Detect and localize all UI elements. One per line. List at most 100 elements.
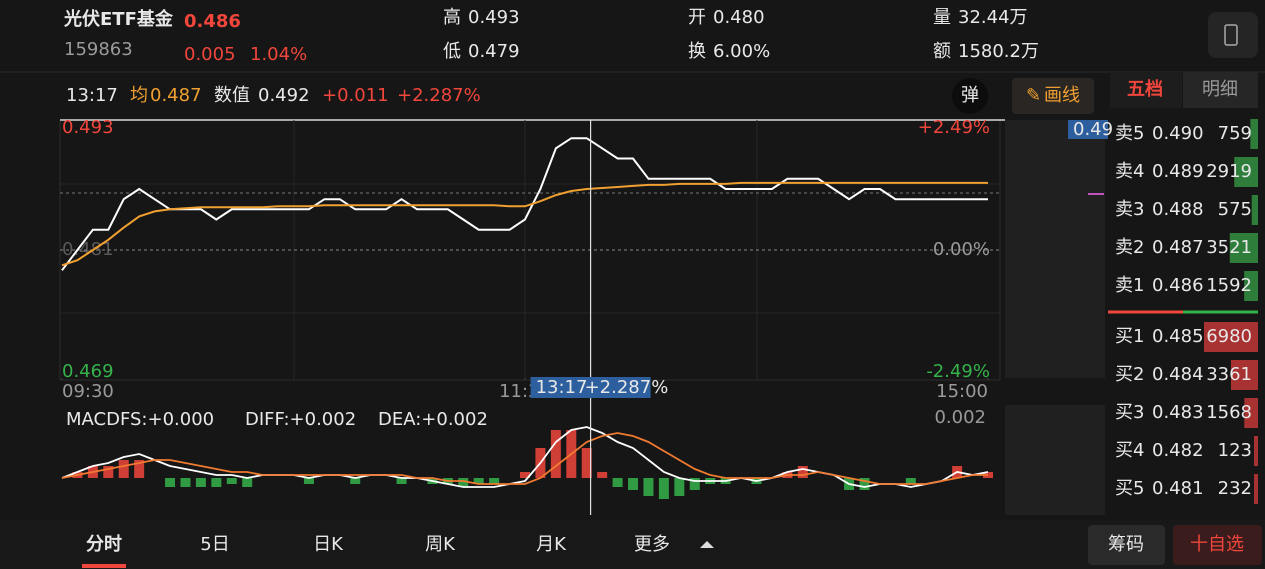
book-volume: 232: [1218, 478, 1252, 499]
bullet-button[interactable]: [952, 78, 988, 114]
volume-edge: [1254, 398, 1258, 428]
volume-bar: [1251, 195, 1256, 225]
y-tick-label: 0.469: [62, 361, 114, 382]
bottom-tab[interactable]: 月K: [536, 534, 567, 555]
tab-bg[interactable]: [1110, 72, 1182, 108]
tab-bg[interactable]: [1183, 72, 1258, 108]
value-label: 数值: [214, 85, 250, 106]
side-tab: 明细: [1202, 79, 1238, 100]
change: +0.011: [322, 85, 389, 106]
stat-label: 高: [443, 7, 461, 28]
macd-bar: [674, 478, 685, 496]
cursor-time: 13:17: [536, 377, 588, 398]
macd-bar: [520, 472, 530, 478]
stat-value: 0.480: [713, 7, 765, 28]
macd-bar: [195, 478, 206, 487]
stock-name: 光伏ETF基金: [63, 8, 174, 30]
book-price: 0.486: [1152, 275, 1204, 296]
bottom-tab[interactable]: 日K: [313, 534, 344, 555]
macd-bar: [905, 478, 916, 484]
bottom-tab[interactable]: 分时: [86, 534, 122, 555]
book-label: 卖1: [1115, 275, 1144, 296]
volume-bar: [1229, 233, 1256, 263]
dea-line: [61, 432, 988, 485]
stat-label: 量: [933, 7, 951, 28]
x-tick-label: 09:30: [62, 381, 114, 402]
y2-tick-label: -2.49%: [926, 361, 990, 382]
stat-label: 低: [443, 41, 461, 62]
cursor-time: 13:17: [66, 85, 118, 106]
volume-edge: [1254, 474, 1258, 504]
stat-label: 额: [933, 41, 951, 62]
x-tick-label: 15:00: [936, 381, 988, 402]
macd-bar: [473, 478, 484, 484]
legend-dea: DEA:+0.002: [378, 409, 488, 430]
bottom-tab[interactable]: 5日: [200, 534, 229, 555]
book-label: 卖2: [1115, 237, 1144, 258]
avg-label: 均: [130, 85, 148, 106]
macd-bar: [303, 478, 314, 484]
bottom-tab[interactable]: 周K: [425, 534, 456, 555]
y2-tick-label: +2.49%: [918, 117, 990, 138]
change-pct: +2.287%: [397, 85, 481, 106]
bottom-tab[interactable]: 更多: [634, 534, 670, 555]
stat-label: 换: [688, 41, 706, 62]
book-price: 0.487: [1152, 237, 1204, 258]
stat-value: 0.479: [468, 41, 520, 62]
book-price: 0.485: [1152, 326, 1204, 347]
macd-bar: [180, 478, 191, 487]
volume-bar: [1204, 322, 1256, 352]
watch-button[interactable]: [1173, 525, 1262, 565]
macd-bar: [103, 466, 114, 478]
book-label: 卖4: [1115, 161, 1144, 182]
volume-bar: [1244, 271, 1256, 301]
avg-line: [61, 181, 988, 267]
draw-button[interactable]: [1012, 78, 1094, 114]
active-underline: [82, 564, 126, 568]
macd-bar: [612, 478, 623, 487]
volume-edge: [1254, 322, 1258, 352]
volume-edge: [1254, 119, 1258, 149]
book-price: 0.488: [1152, 199, 1204, 220]
volume-bar: [1244, 398, 1256, 428]
macd-bar: [581, 448, 592, 478]
macd-bar: [165, 478, 176, 487]
book-label: 卖5: [1115, 123, 1144, 144]
change: 0.005: [184, 44, 236, 65]
macd-bar: [211, 478, 222, 487]
volume-bar: [1230, 360, 1256, 390]
book-volume: 1568: [1206, 402, 1252, 423]
chip-button[interactable]: [1088, 525, 1165, 565]
book-volume: 3521: [1206, 237, 1252, 258]
value: 0.492: [258, 85, 310, 106]
y-tick-label: 0.002: [934, 407, 986, 428]
book-label: 买5: [1115, 478, 1144, 499]
bullet-label: 弹: [961, 85, 979, 106]
book-label: 卖3: [1115, 199, 1144, 220]
phone-icon: [1224, 24, 1238, 46]
stat-value: 6.00%: [713, 41, 770, 62]
stock-code: 159863: [64, 39, 133, 60]
volume-edge: [1254, 157, 1258, 187]
cursor-tooltip: [530, 377, 651, 398]
phone-button[interactable]: [1208, 12, 1258, 58]
y-tick-label: 0.493: [62, 117, 114, 138]
chip-label: 筹码: [1108, 534, 1144, 555]
book-price: 0.481: [1152, 478, 1204, 499]
cursor-change: +2.287%: [585, 377, 669, 398]
book-label: 买3: [1115, 402, 1144, 423]
book-label: 买2: [1115, 364, 1144, 385]
price-tag-label: 0.49: [1073, 119, 1113, 140]
volume-bar: [1250, 119, 1256, 149]
legend-macd: MACDFS:+0.000: [66, 409, 214, 430]
book-volume: 6980: [1206, 326, 1252, 347]
book-volume: 759: [1218, 123, 1252, 144]
macd-bar: [550, 430, 561, 478]
book-volume: 575: [1218, 199, 1252, 220]
volume-edge: [1254, 360, 1258, 390]
book-volume: 3361: [1206, 364, 1252, 385]
volume-edge: [1254, 436, 1258, 466]
book-price: 0.483: [1152, 402, 1204, 423]
macd-bar: [489, 478, 500, 484]
